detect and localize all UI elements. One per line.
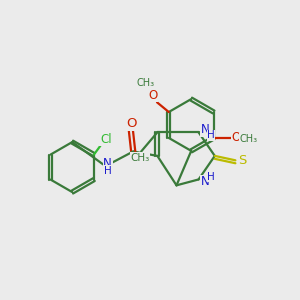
Text: H: H [104,166,112,176]
Text: H: H [207,172,215,182]
Text: S: S [238,154,246,167]
Text: O: O [232,130,241,143]
Text: O: O [126,117,137,130]
Text: CH₃: CH₃ [130,153,149,163]
Text: CH₃: CH₃ [136,79,154,88]
Text: N: N [103,157,112,170]
Text: CH₃: CH₃ [240,134,258,143]
Text: Cl: Cl [100,133,112,146]
Text: N: N [201,175,209,188]
Text: O: O [148,89,157,102]
Text: H: H [207,130,215,140]
Text: N: N [201,124,209,136]
